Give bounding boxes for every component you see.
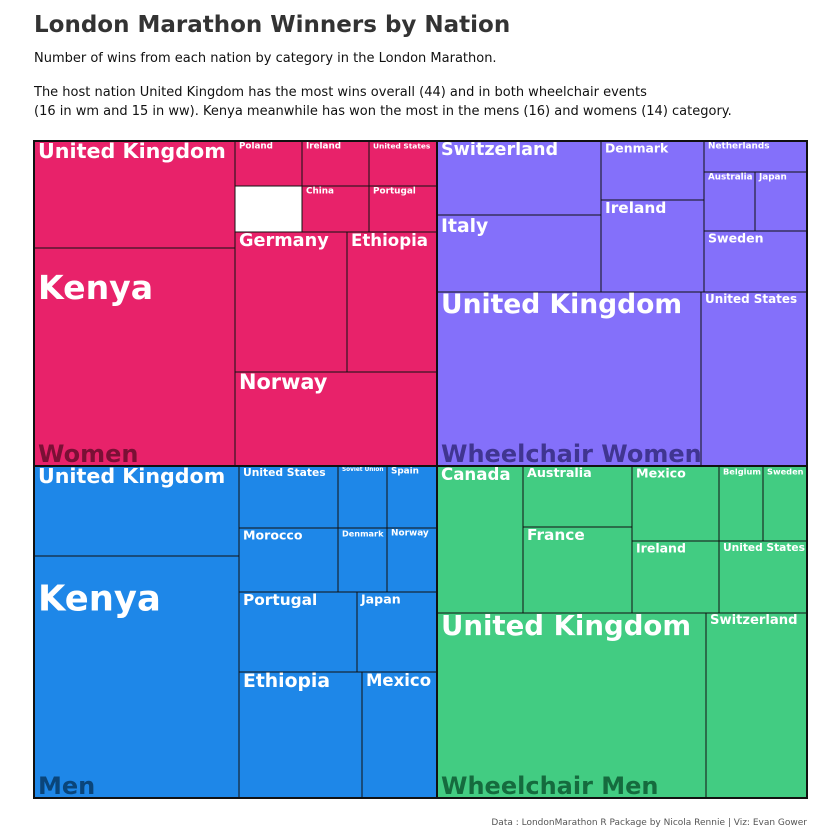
cell-label-men-japan: Japan bbox=[360, 592, 401, 607]
treemap-cell-wheelchair-men-belgium bbox=[718, 465, 764, 542]
cell-label-women-ethiopia: Ethiopia bbox=[351, 231, 428, 250]
treemap-cell-women-germany bbox=[234, 231, 348, 373]
cell-label-men-united-kingdom: United Kingdom bbox=[38, 464, 225, 488]
description-line-1: The host nation United Kingdom has the m… bbox=[34, 85, 647, 100]
chart-subtitle: Number of wins from each nation by categ… bbox=[34, 51, 497, 66]
cell-label-wheelchair-women-sweden: Sweden bbox=[708, 231, 764, 246]
treemap-cell-wheelchair-women-australia bbox=[703, 171, 756, 232]
cell-label-wheelchair-men-france: France bbox=[527, 526, 585, 544]
cell-label-wheelchair-men-canada: Canada bbox=[441, 465, 511, 484]
cell-label-wheelchair-men-united-states: United States bbox=[723, 541, 805, 554]
chart-title: London Marathon Winners by Nation bbox=[34, 12, 511, 38]
treemap-cell-men-norway bbox=[386, 527, 438, 593]
group-wheelchair-men: United Kingdom Switzerland Canada Australia… bbox=[436, 465, 808, 800]
cell-label-wheelchair-men-sweden: Sweden bbox=[767, 466, 804, 476]
cell-label-wheelchair-men-australia: Australia bbox=[527, 466, 592, 481]
cell-label-wheelchair-men-mexico: Mexico bbox=[636, 466, 686, 481]
treemap-cell-wheelchair-men-sweden bbox=[762, 465, 808, 542]
cell-label-women-norway: Norway bbox=[239, 370, 328, 394]
cell-label-wheelchair-men-switzerland: Switzerland bbox=[710, 613, 797, 628]
treemap-cell-women-united-kingdom bbox=[33, 140, 236, 249]
treemap-cell-women-china bbox=[301, 185, 370, 233]
cell-label-men-norway: Norway bbox=[391, 529, 429, 539]
group-wheelchair-women: United Kingdom Italy Switzerland United Sta… bbox=[436, 140, 808, 468]
cell-label-women-portugal: Portugal bbox=[373, 187, 416, 197]
cell-label-men-soviet-union: Soviet Union bbox=[342, 467, 383, 473]
treemap-cell-wheelchair-women-japan bbox=[754, 171, 808, 232]
treemap-cell-wheelchair-men-france bbox=[522, 526, 633, 614]
treemap-cell-women-norway bbox=[234, 371, 438, 467]
treemap-cell-men-kenya bbox=[33, 555, 240, 799]
cell-label-men-ethiopia: Ethiopia bbox=[243, 671, 330, 692]
cell-label-wheelchair-women-switzerland: Switzerland bbox=[441, 140, 558, 160]
cell-label-women-china: China bbox=[306, 187, 334, 197]
cell-label-women-united-kingdom: United Kingdom bbox=[38, 139, 226, 163]
cell-label-wheelchair-men-ireland: Ireland bbox=[636, 541, 686, 556]
cell-label-wheelchair-women-united-states: United States bbox=[705, 292, 797, 306]
cell-label-men-portugal: Portugal bbox=[243, 591, 317, 609]
cell-label-wheelchair-women-australia: Australia bbox=[708, 173, 753, 183]
treemap-cell-men-denmark bbox=[337, 527, 388, 593]
cell-label-men-kenya: Kenya bbox=[38, 579, 161, 620]
cell-label-wheelchair-women-ireland: Ireland bbox=[605, 199, 666, 217]
cell-label-wheelchair-women-japan: Japan bbox=[758, 173, 787, 183]
cell-label-wheelchair-men-united-kingdom: United Kingdom bbox=[441, 610, 691, 642]
description-line-2: (16 in wm and 15 in ww). Kenya meanwhile… bbox=[34, 104, 732, 119]
treemap-cell-men-mexico bbox=[361, 671, 438, 799]
group-label-wheelchair-women: Wheelchair Women bbox=[441, 440, 702, 468]
treemap-cell-men-soviet-union bbox=[337, 465, 388, 529]
treemap-cell-wheelchair-men-united-kingdom bbox=[436, 612, 707, 799]
cell-label-wheelchair-women-denmark: Denmark bbox=[605, 141, 669, 156]
group-label-women: Women bbox=[38, 440, 138, 468]
treemap-cell-men-united-states bbox=[238, 465, 339, 529]
cell-label-women-ireland: Ireland bbox=[306, 142, 341, 152]
treemap-cell-men-portugal bbox=[238, 591, 358, 673]
treemap-cell-men-japan bbox=[356, 591, 438, 673]
group-women: Kenya United Kingdom Norway Germany Ethiopia… bbox=[33, 139, 438, 468]
group-label-wheelchair-men: Wheelchair Men bbox=[441, 772, 659, 800]
treemap-cell-wheelchair-men-switzerland bbox=[705, 612, 808, 799]
cell-label-men-morocco: Morocco bbox=[243, 528, 303, 543]
treemap-cell-wheelchair-women-ireland bbox=[600, 199, 705, 293]
treemap-cell-wheelchair-men-canada bbox=[436, 465, 524, 614]
quadrant-border-wheelchair-men bbox=[436, 465, 808, 799]
chart-caption: Data : LondonMarathon R Package by Nicol… bbox=[491, 818, 807, 828]
treemap-cell-women-ethiopia bbox=[346, 231, 438, 373]
treemap-cell-women-portugal bbox=[368, 185, 438, 233]
group-label-men: Men bbox=[38, 772, 95, 800]
cell-label-men-united-states: United States bbox=[243, 466, 326, 479]
cell-label-men-mexico: Mexico bbox=[366, 671, 431, 690]
treemap-cell-wheelchair-women-switzerland bbox=[436, 140, 602, 216]
treemap-cell-wheelchair-women-italy bbox=[436, 214, 602, 293]
cell-label-wheelchair-men-belgium: Belgium bbox=[723, 466, 761, 476]
group-men: Kenya United Kingdom Ethiopia Mexico Portuga… bbox=[33, 464, 438, 800]
treemap-cell-men-morocco bbox=[238, 527, 339, 593]
treemap-cell-wheelchair-women-united-states bbox=[700, 291, 808, 467]
cell-label-women-germany: Germany bbox=[239, 231, 329, 251]
cell-label-women-poland: Poland bbox=[239, 142, 273, 152]
cell-label-women-united-states: United States bbox=[373, 142, 431, 151]
cell-label-wheelchair-women-netherlands: Netherlands bbox=[708, 142, 770, 152]
cell-label-wheelchair-women-united-kingdom: United Kingdom bbox=[441, 289, 682, 320]
cell-label-women-kenya: Kenya bbox=[38, 268, 153, 307]
cell-label-men-denmark: Denmark bbox=[342, 528, 384, 538]
treemap-cell-men-ethiopia bbox=[238, 671, 363, 799]
cell-label-wheelchair-women-italy: Italy bbox=[441, 216, 488, 237]
cell-label-men-spain: Spain bbox=[391, 467, 419, 477]
treemap-cell-men-spain bbox=[386, 465, 438, 529]
treemap-cell-wheelchair-men-ireland bbox=[631, 540, 720, 614]
